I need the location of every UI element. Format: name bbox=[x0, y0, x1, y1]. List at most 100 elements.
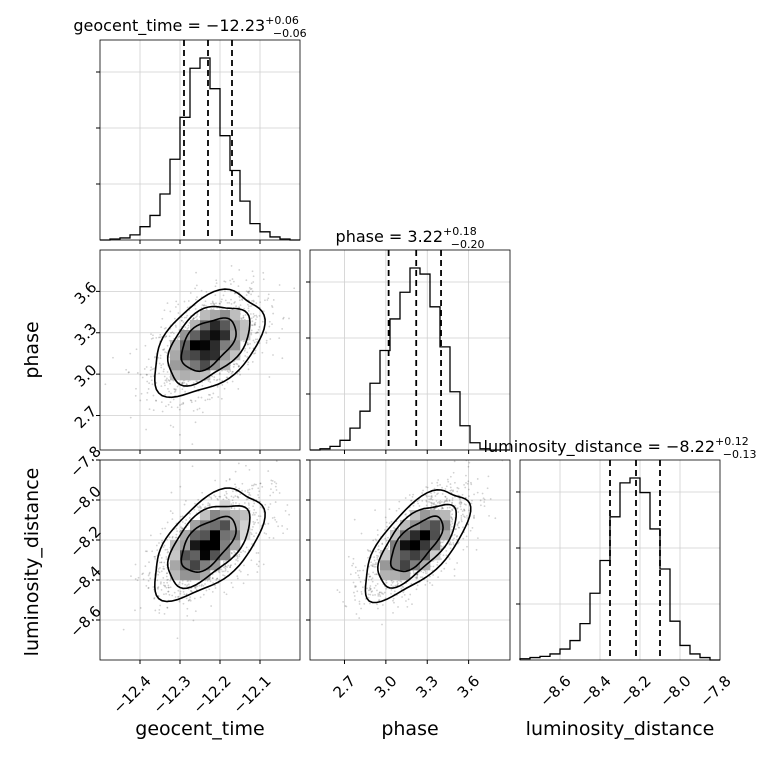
sample-point bbox=[234, 470, 237, 473]
sample-point bbox=[243, 502, 246, 504]
sample-point bbox=[174, 388, 176, 391]
sample-point bbox=[177, 596, 179, 598]
sample-point bbox=[252, 313, 255, 315]
sample-point bbox=[227, 498, 230, 501]
sample-point bbox=[433, 508, 436, 510]
sample-point bbox=[431, 569, 434, 572]
sample-point bbox=[463, 516, 466, 519]
sample-point bbox=[379, 595, 382, 598]
joint-panel-geocent_time-luminosity_distance bbox=[96, 459, 301, 664]
sample-point bbox=[272, 299, 275, 301]
sample-point bbox=[275, 521, 278, 523]
density-cell bbox=[420, 520, 431, 531]
sample-point bbox=[390, 592, 392, 595]
sample-point bbox=[351, 564, 354, 567]
sample-point bbox=[252, 339, 255, 342]
sample-point bbox=[465, 481, 467, 484]
sample-point bbox=[424, 583, 427, 586]
sample-point bbox=[165, 586, 168, 589]
sample-point bbox=[166, 302, 169, 305]
sample-point bbox=[422, 571, 425, 574]
sample-point bbox=[174, 389, 177, 392]
sample-point bbox=[352, 557, 355, 560]
sample-point bbox=[444, 495, 447, 498]
sample-point bbox=[223, 387, 226, 390]
sample-point bbox=[135, 387, 137, 390]
sample-point bbox=[168, 536, 171, 539]
sample-point bbox=[212, 308, 215, 311]
sample-point bbox=[381, 543, 384, 546]
sample-point bbox=[172, 426, 175, 428]
sample-point bbox=[155, 399, 157, 402]
sample-point bbox=[196, 313, 199, 316]
contour-line bbox=[153, 487, 266, 603]
sample-point bbox=[230, 298, 232, 301]
sample-point bbox=[251, 320, 254, 323]
xlabel-phase: phase bbox=[381, 718, 438, 740]
sample-point bbox=[354, 566, 357, 569]
sample-point bbox=[476, 478, 479, 480]
sample-point bbox=[371, 564, 374, 567]
sample-point bbox=[218, 495, 221, 498]
sample-point bbox=[243, 564, 245, 567]
sample-point bbox=[436, 481, 439, 484]
sample-point bbox=[438, 501, 440, 503]
sample-point bbox=[249, 342, 251, 345]
sample-point bbox=[146, 373, 148, 376]
sample-point bbox=[157, 570, 159, 573]
sample-point bbox=[166, 521, 169, 524]
sample-point bbox=[386, 525, 388, 528]
sample-point bbox=[247, 368, 250, 371]
sample-point bbox=[253, 523, 255, 525]
density-cell bbox=[200, 540, 211, 551]
sample-point bbox=[220, 300, 223, 303]
sample-point bbox=[358, 603, 361, 605]
density-cell bbox=[210, 340, 221, 351]
sample-point bbox=[159, 333, 162, 336]
sample-point bbox=[180, 319, 183, 322]
sample-point bbox=[373, 556, 376, 559]
sample-point bbox=[159, 532, 162, 535]
sample-point bbox=[374, 594, 376, 596]
sample-point bbox=[265, 332, 268, 335]
sample-point bbox=[182, 402, 185, 405]
sample-point bbox=[247, 489, 249, 492]
sample-point bbox=[216, 385, 219, 388]
sample-point bbox=[165, 335, 168, 338]
sample-point bbox=[440, 545, 443, 548]
sample-point bbox=[163, 544, 166, 547]
sample-point bbox=[146, 380, 149, 383]
sample-point bbox=[171, 536, 174, 539]
sample-point bbox=[437, 576, 440, 579]
sample-point bbox=[144, 565, 147, 568]
sample-point bbox=[257, 552, 260, 554]
sample-point bbox=[459, 500, 462, 503]
sample-point bbox=[408, 494, 411, 496]
sample-point bbox=[168, 586, 170, 589]
sample-point bbox=[211, 396, 213, 399]
density-cell bbox=[210, 550, 221, 561]
sample-point bbox=[151, 383, 154, 386]
sample-point bbox=[167, 403, 170, 406]
sample-point bbox=[249, 313, 252, 315]
sample-point bbox=[401, 585, 404, 588]
sample-point bbox=[418, 505, 421, 507]
sample-point bbox=[363, 603, 366, 605]
sample-point bbox=[456, 562, 459, 564]
sample-point bbox=[390, 520, 393, 523]
sample-point bbox=[128, 371, 130, 374]
sample-point bbox=[385, 548, 388, 550]
sample-point bbox=[251, 528, 253, 531]
sample-point bbox=[441, 501, 443, 503]
sample-point bbox=[446, 506, 449, 509]
sample-point bbox=[375, 573, 378, 576]
sample-point bbox=[219, 495, 222, 498]
density-cell bbox=[210, 320, 221, 331]
sample-point bbox=[383, 591, 386, 594]
sample-point bbox=[179, 404, 181, 406]
density-cell bbox=[220, 330, 231, 341]
sample-point bbox=[160, 588, 163, 591]
sample-point bbox=[360, 593, 363, 595]
sample-point bbox=[152, 367, 155, 370]
sample-point bbox=[403, 594, 406, 596]
